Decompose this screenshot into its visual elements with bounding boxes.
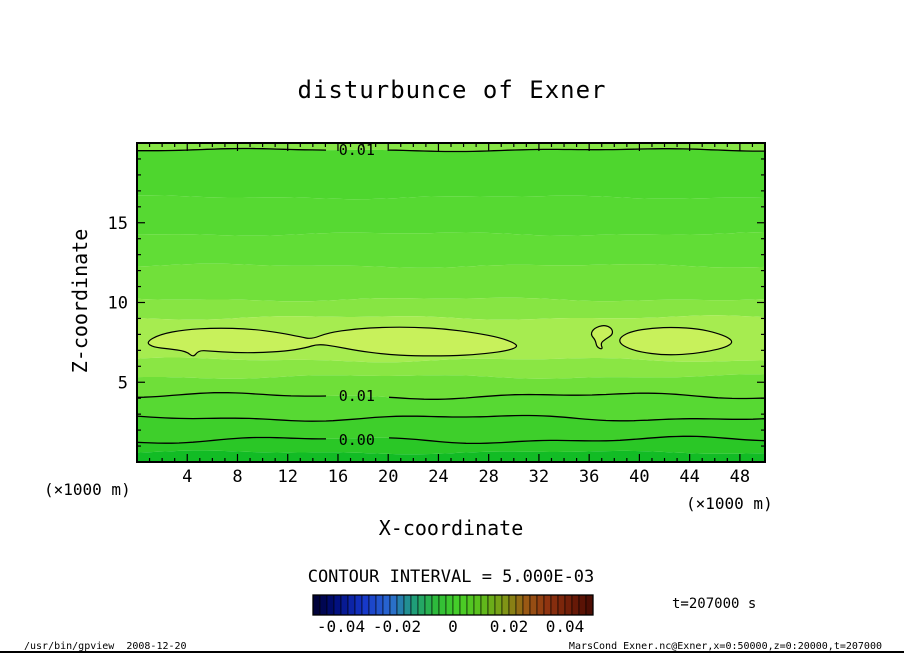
contour-interval-text: CONTOUR INTERVAL = 5.000E-03 [307,567,595,587]
contour-line [137,147,327,152]
contour-band [137,450,765,462]
colorbar-segment [564,594,573,616]
colorbar-segment [312,594,321,616]
colorbar-segment [480,594,489,616]
time-annotation: t=207000 s [672,596,757,612]
colorbar-segment [550,594,559,616]
bottom-rule [0,651,904,653]
x-axis-label: X-coordinate [378,516,524,540]
contour-line [388,392,765,400]
contour-band [137,374,765,400]
x-tick-label: 40 [629,467,649,487]
contour-blob [619,326,733,356]
footer-file-info: MarsCond_Exner.nc@Exner,x=0:50000,z=0:20… [568,641,882,652]
contour-band [137,232,765,268]
y-tick-label: 5 [118,373,128,393]
colorbar-tick-label: 0 [448,617,458,636]
y-tick-label: 15 [108,214,128,234]
colorbar-segment [340,594,349,616]
z-axis-label: Z-coordinate [68,228,92,374]
contour-line [388,435,765,445]
contour-band [137,392,765,422]
x-tick-label: 28 [478,467,498,487]
contour-blob [147,326,518,357]
colorbar-tick-label: -0.02 [373,617,421,636]
colorbar-segment [452,594,461,616]
x-tick-label: 36 [579,467,599,487]
colorbar-segment [424,594,433,616]
colorbar-segment [396,594,405,616]
contour-line-label: 0.01 [339,141,375,159]
colorbar-segment [389,594,398,616]
colorbar-segment [361,594,370,616]
colorbar-segment [319,594,328,616]
contour-band [137,195,765,236]
colorbar-segment [326,594,335,616]
contour-line [388,148,765,153]
colorbar-segment [466,594,475,616]
colorbar-segment [501,594,510,616]
contour-band [137,357,765,379]
colorbar-segment [529,594,538,616]
colorbar-segment [487,594,496,616]
x-tick-label: 44 [679,467,699,487]
colorbar-tick-label: 0.02 [490,617,529,636]
colorbar-segment [375,594,384,616]
footer-program-info: /usr/bin/gpview 2008-12-20 [24,641,187,652]
x-tick-label: 16 [328,467,348,487]
colorbar-segment [445,594,454,616]
colorbar-segment [459,594,468,616]
contour-line [137,436,326,444]
x-tick-label: 4 [182,467,192,487]
colorbar-tick-label: -0.04 [317,617,365,636]
x-tick-label: 32 [529,467,549,487]
colorbar-frame [312,594,594,616]
colorbar-segment [508,594,517,616]
colorbar-tick-label: 0.04 [546,617,585,636]
colorbar-segment [431,594,440,616]
x-tick-label: 48 [730,467,750,487]
colorbar-segment [515,594,524,616]
x-tick-label: 20 [378,467,398,487]
colorbar-segment [368,594,377,616]
colorbar-segment [571,594,580,616]
colorbar-segment [536,594,545,616]
colorbar-segment [438,594,447,616]
contour-line-label: 0.00 [339,431,375,449]
colorbar-segment [494,594,503,616]
contour-band [137,148,765,200]
colorbar-segment [403,594,412,616]
contour-band [137,415,765,444]
colorbar-segment [417,594,426,616]
contour-line [137,414,765,422]
x-axis-unit-label: (×1000 m) [686,494,773,513]
contour-line [137,391,327,398]
contour-band [137,263,765,302]
contour-band [137,297,765,320]
colorbar-segment [557,594,566,616]
plot-field: 0.01 0.01 0.00 [137,141,765,462]
axis-ticks [137,143,765,462]
colorbar-segment [410,594,419,616]
page-title: disturbunce of Exner [297,76,607,104]
colorbar: -0.04 -0.02 0 0.02 0.04 [312,594,594,636]
x-tick-label: 8 [232,467,242,487]
colorbar-segment [333,594,342,616]
colorbar-segment [382,594,391,616]
y-tick-label: 10 [108,294,128,314]
colorbar-segment [347,594,356,616]
colorbar-segment [473,594,482,616]
x-tick-label: 12 [277,467,297,487]
contour-blob [590,325,614,350]
x-tick-label: 24 [428,467,448,487]
contour-line-label: 0.01 [339,387,375,405]
colorbar-segment [522,594,531,616]
colorbar-segment [543,594,552,616]
colorbar-segment [578,594,587,616]
colorbar-segment [585,594,594,616]
colorbar-segment [354,594,363,616]
z-axis-unit-label: (×1000 m) [44,480,131,499]
